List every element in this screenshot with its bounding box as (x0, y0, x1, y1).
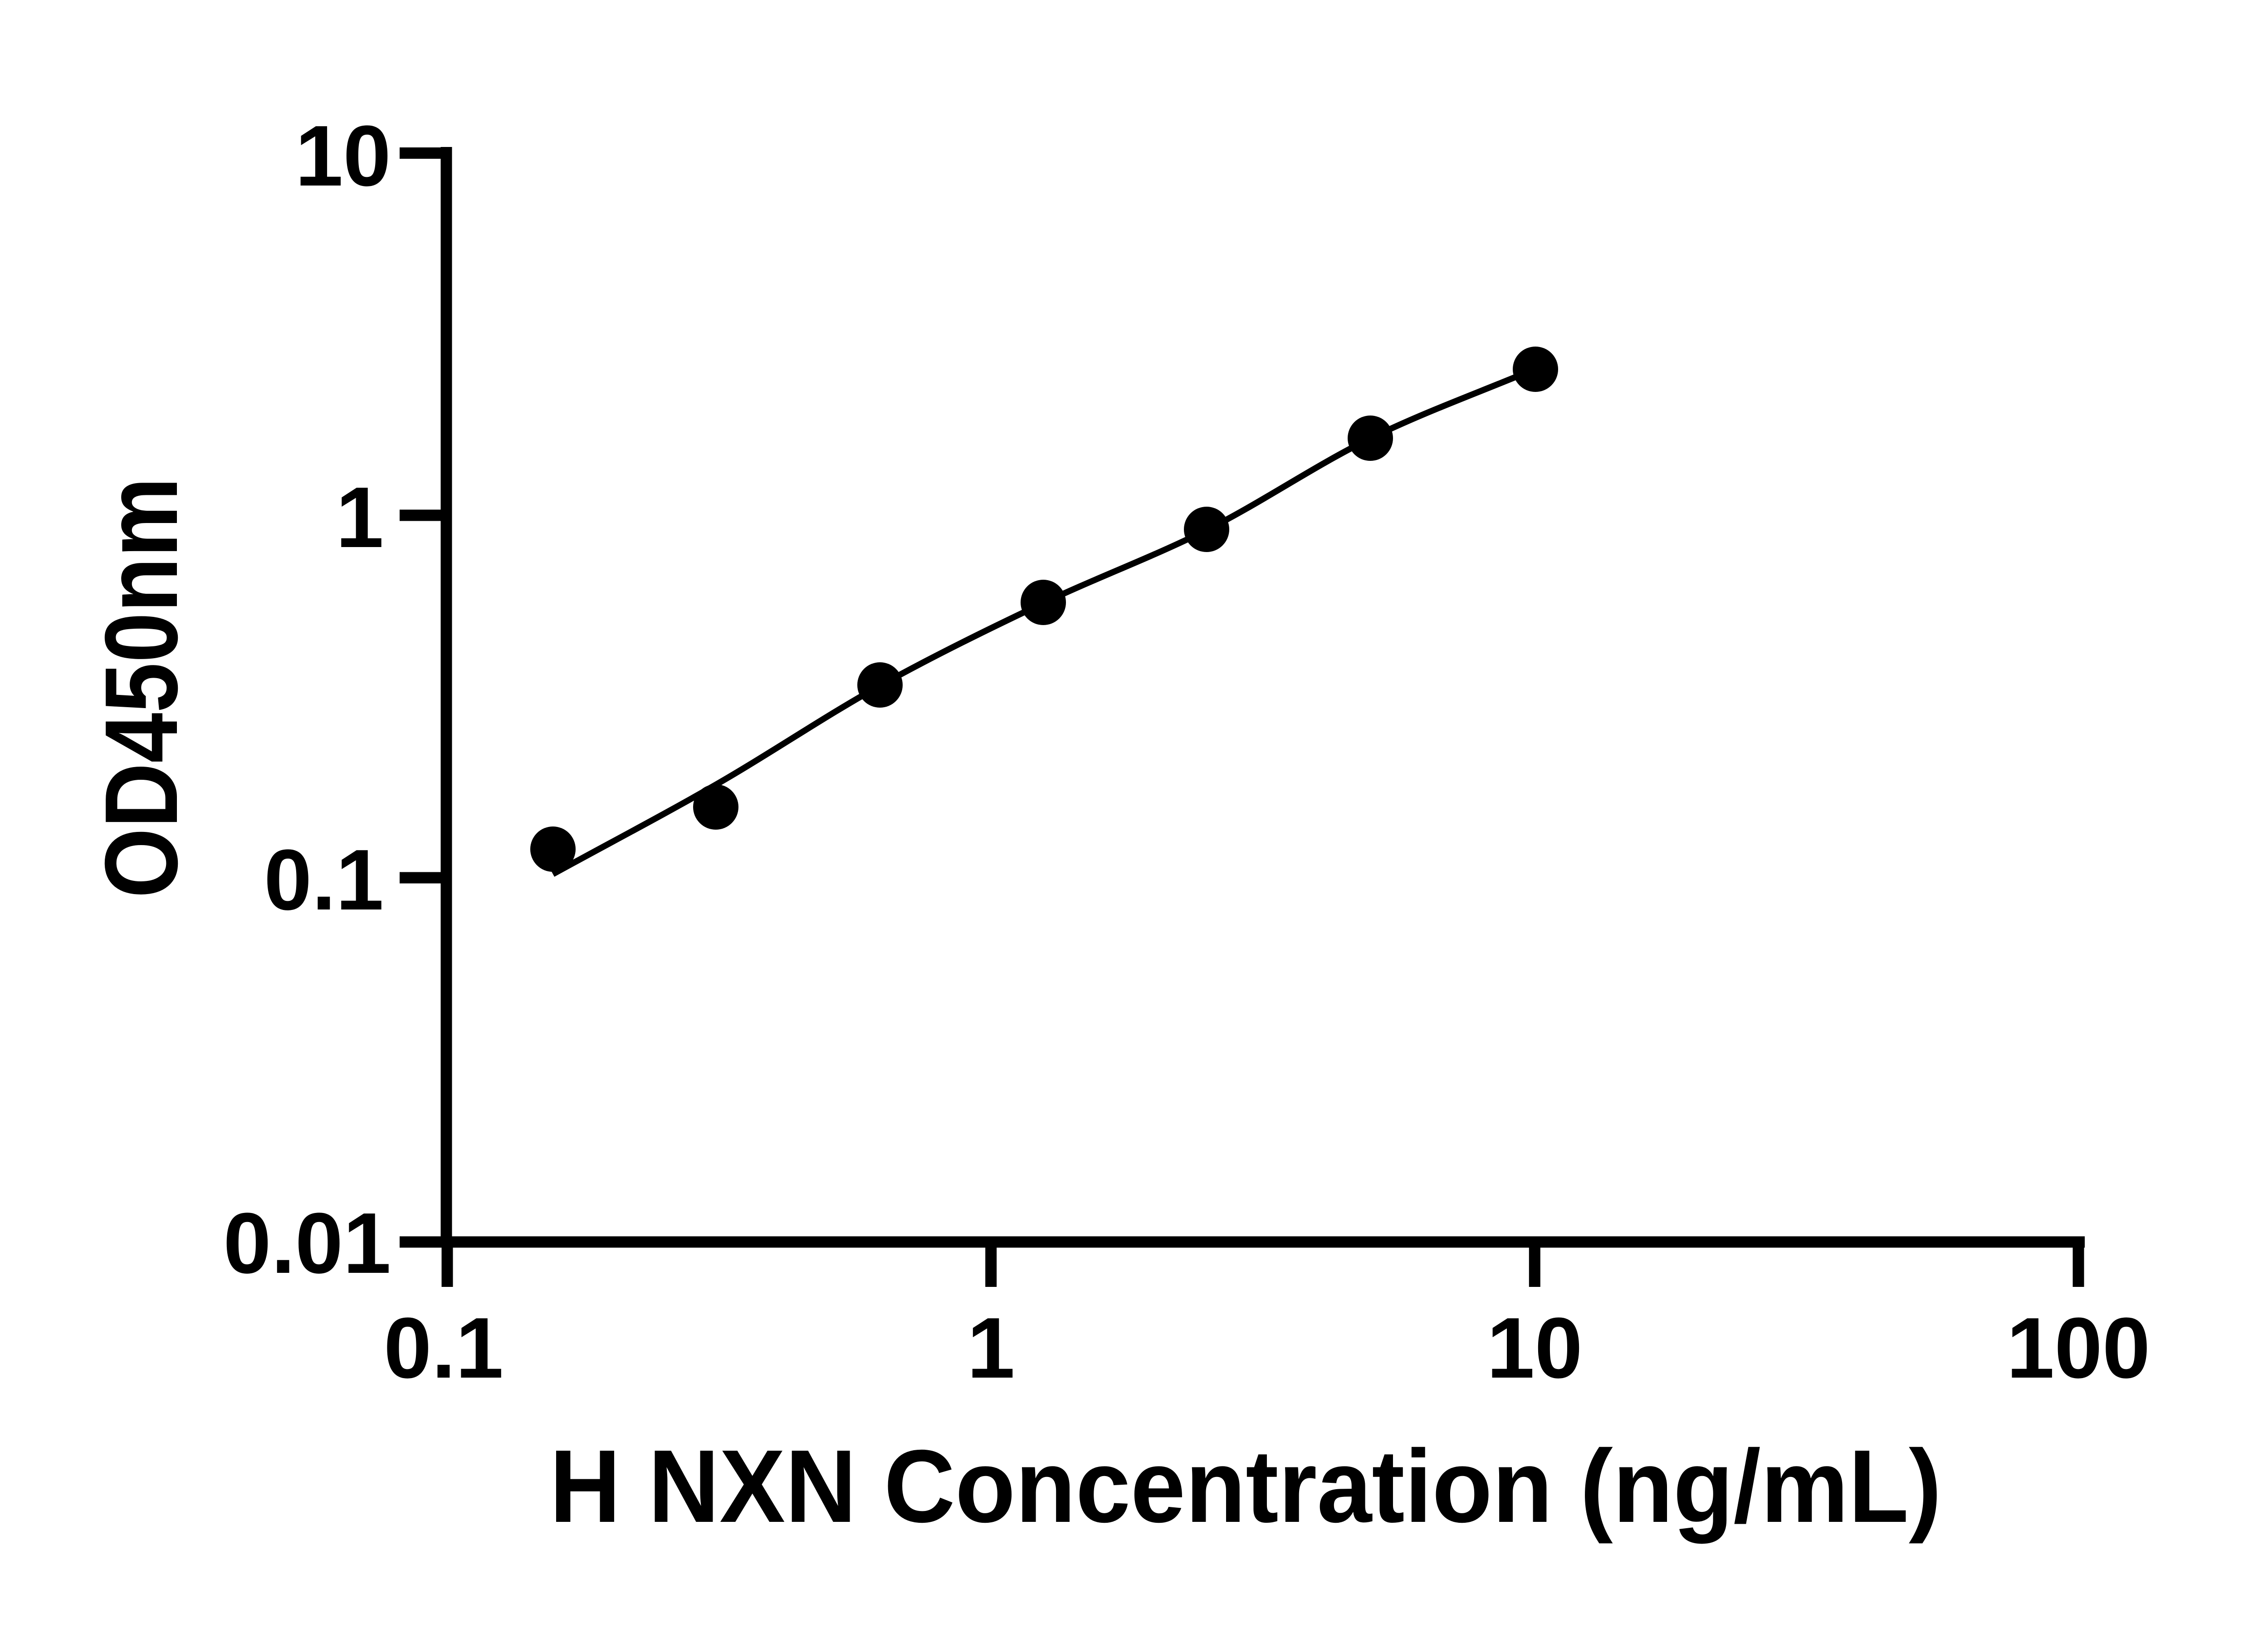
svg-text:100: 100 (2006, 1300, 2150, 1396)
svg-text:1: 1 (967, 1300, 1015, 1396)
svg-text:OD450nm: OD450nm (84, 477, 199, 898)
svg-text:1: 1 (336, 469, 384, 566)
svg-text:H NXN Concentration (ng/mL): H NXN Concentration (ng/mL) (550, 1429, 1942, 1544)
svg-text:0.1: 0.1 (264, 832, 384, 928)
svg-text:0.01: 0.01 (223, 1195, 391, 1291)
svg-text:0.1: 0.1 (384, 1300, 503, 1396)
svg-text:10: 10 (1487, 1300, 1583, 1396)
svg-text:10: 10 (295, 108, 391, 204)
